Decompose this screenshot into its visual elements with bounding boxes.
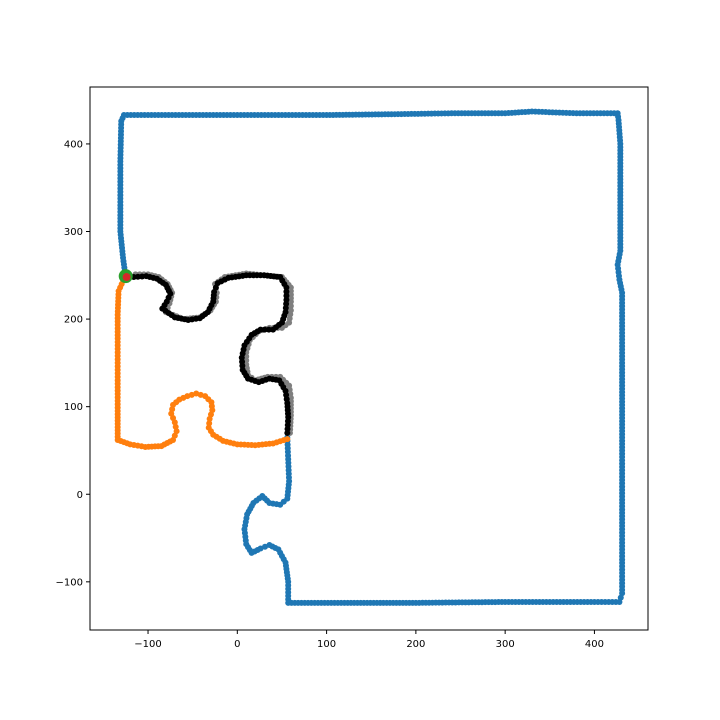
y-axis: −100 0 100 200 300 400 xyxy=(56,139,90,588)
series-0 xyxy=(117,108,626,606)
data-point xyxy=(122,273,131,282)
y-tick-label: 300 xyxy=(64,227,83,238)
x-tick-label: 0 xyxy=(234,639,240,650)
x-tick-label: 200 xyxy=(406,639,425,650)
x-tick-label: 400 xyxy=(585,639,604,650)
series-5 xyxy=(122,273,131,282)
x-axis: −100 0 100 200 300 400 xyxy=(134,630,604,650)
x-tick-label: −100 xyxy=(134,639,161,650)
data-point xyxy=(284,429,291,436)
series-3 xyxy=(130,272,292,436)
data-point xyxy=(270,326,277,333)
data-point xyxy=(206,420,213,427)
data-point xyxy=(265,326,272,333)
points-layer xyxy=(114,108,626,606)
data-point xyxy=(261,326,268,333)
y-tick-label: 200 xyxy=(64,315,83,326)
series-1 xyxy=(114,274,291,450)
axes-frame xyxy=(89,86,649,631)
y-tick-label: −100 xyxy=(56,577,83,588)
data-point xyxy=(284,436,291,443)
x-tick-label: 100 xyxy=(317,639,336,650)
data-point xyxy=(287,302,294,309)
y-tick-label: 100 xyxy=(64,402,83,413)
x-tick-label: 300 xyxy=(496,639,515,650)
y-tick-label: 0 xyxy=(77,490,83,501)
data-point xyxy=(206,415,213,422)
y-tick-label: 400 xyxy=(64,139,83,150)
